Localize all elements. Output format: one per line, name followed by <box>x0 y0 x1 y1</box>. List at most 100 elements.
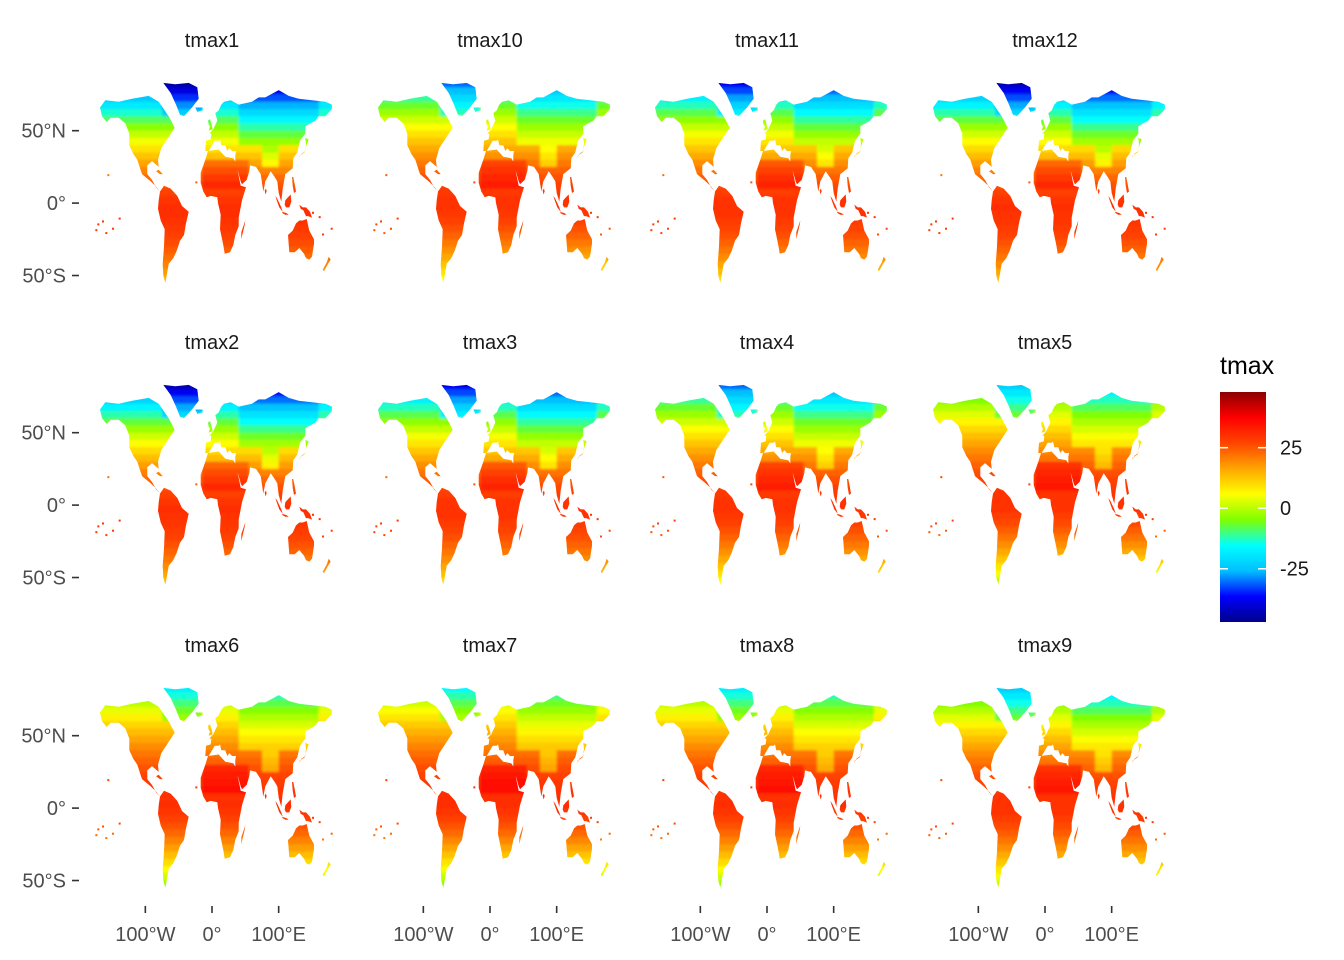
island-pixel <box>118 822 121 825</box>
island-pixel <box>102 522 104 525</box>
island-pixel <box>396 822 399 825</box>
island-pixel <box>318 821 321 824</box>
facet-panel: tmax5 <box>928 332 1166 585</box>
legend-tick-label: -25 <box>1280 559 1309 581</box>
island-pixel <box>373 834 376 837</box>
island-pixel <box>1151 821 1154 824</box>
island-pixel <box>867 211 869 214</box>
island-pixel <box>1145 211 1147 214</box>
island-pixel <box>667 227 669 230</box>
island-pixel <box>375 525 378 528</box>
facet-panel: tmax7 100°W 0° 100°E <box>373 635 611 946</box>
island-pixel <box>107 476 110 479</box>
island-pixel <box>396 519 399 522</box>
island-pixel <box>930 828 933 831</box>
island-pixel <box>112 832 114 835</box>
island-pixel <box>385 476 388 479</box>
island-pixel <box>1028 483 1031 486</box>
y-tick-label: 50°S <box>22 871 66 893</box>
island-pixel <box>1163 832 1166 835</box>
island-pixel <box>885 832 888 835</box>
facet-title: tmax9 <box>1018 635 1072 657</box>
island-pixel <box>330 529 333 532</box>
facet-panel: tmax1 50°N 0° 50°S <box>21 30 333 288</box>
island-pixel <box>750 786 753 789</box>
island-pixel <box>945 529 947 532</box>
temperature-raster <box>655 687 887 888</box>
island-pixel <box>650 229 653 232</box>
island-pixel <box>945 832 947 835</box>
island-pixel <box>662 476 665 479</box>
island-pixel <box>608 227 611 230</box>
island-pixel <box>1145 513 1147 516</box>
island-pixel <box>1028 786 1031 789</box>
island-pixel <box>945 227 947 230</box>
island-pixel <box>673 822 676 825</box>
island-pixel <box>380 825 382 828</box>
x-tick-label: 0° <box>202 924 221 946</box>
island-pixel <box>873 821 876 824</box>
legend-title: tmax <box>1220 352 1275 380</box>
y-tick-label: 50°S <box>22 568 66 590</box>
temperature-raster <box>655 384 887 585</box>
island-pixel <box>102 825 104 828</box>
island-pixel <box>1155 838 1157 841</box>
island-pixel <box>390 227 392 230</box>
island-pixel <box>318 216 321 219</box>
temperature-raster <box>378 384 610 585</box>
temperature-raster <box>378 687 610 888</box>
island-pixel <box>750 181 753 184</box>
island-pixel <box>940 779 943 782</box>
y-tick-label: 50°N <box>21 121 66 143</box>
island-pixel <box>330 227 333 230</box>
facet-panel: tmax11 <box>650 30 888 283</box>
island-pixel <box>330 832 333 835</box>
island-pixel <box>657 522 659 525</box>
island-pixel <box>107 174 110 177</box>
island-pixel <box>1151 216 1154 219</box>
island-pixel <box>951 217 954 220</box>
island-pixel <box>928 834 931 837</box>
island-pixel <box>930 525 933 528</box>
island-pixel <box>473 786 476 789</box>
island-pixel <box>373 531 376 534</box>
facet-title: tmax6 <box>185 635 239 657</box>
island-pixel <box>1028 181 1031 184</box>
island-pixel <box>650 834 653 837</box>
temperature-raster <box>100 384 332 585</box>
y-tick-label: 0° <box>47 798 66 820</box>
island-pixel <box>877 535 879 538</box>
island-pixel <box>95 229 98 232</box>
island-pixel <box>107 779 110 782</box>
island-pixel <box>877 838 879 841</box>
legend-tick-label: 25 <box>1280 438 1302 460</box>
x-tick-label: 100°W <box>393 924 453 946</box>
island-pixel <box>383 232 386 235</box>
island-pixel <box>112 227 114 230</box>
island-pixel <box>877 233 879 236</box>
temperature-raster <box>378 82 610 283</box>
island-pixel <box>383 534 386 537</box>
island-pixel <box>652 525 655 528</box>
island-pixel <box>608 832 611 835</box>
island-pixel <box>396 217 399 220</box>
facet-panel: tmax6 50°N 0° 50°S 100°W 0° 100°E <box>21 635 333 946</box>
island-pixel <box>652 828 655 831</box>
temperature-raster <box>100 82 332 283</box>
island-pixel <box>322 535 324 538</box>
facet-panel: tmax8 100°W 0° 100°E <box>650 635 888 946</box>
x-tick-label: 100°E <box>1084 924 1139 946</box>
island-pixel <box>105 837 108 840</box>
island-pixel <box>652 223 655 226</box>
facet-title: tmax7 <box>463 635 517 657</box>
temperature-raster <box>100 687 332 888</box>
island-pixel <box>928 531 931 534</box>
facet-title: tmax10 <box>457 30 523 52</box>
island-pixel <box>608 529 611 532</box>
island-pixel <box>473 181 476 184</box>
y-tick-label: 50°N <box>21 726 66 748</box>
island-pixel <box>95 834 98 837</box>
island-pixel <box>650 531 653 534</box>
island-pixel <box>750 483 753 486</box>
facet-title: tmax8 <box>740 635 794 657</box>
